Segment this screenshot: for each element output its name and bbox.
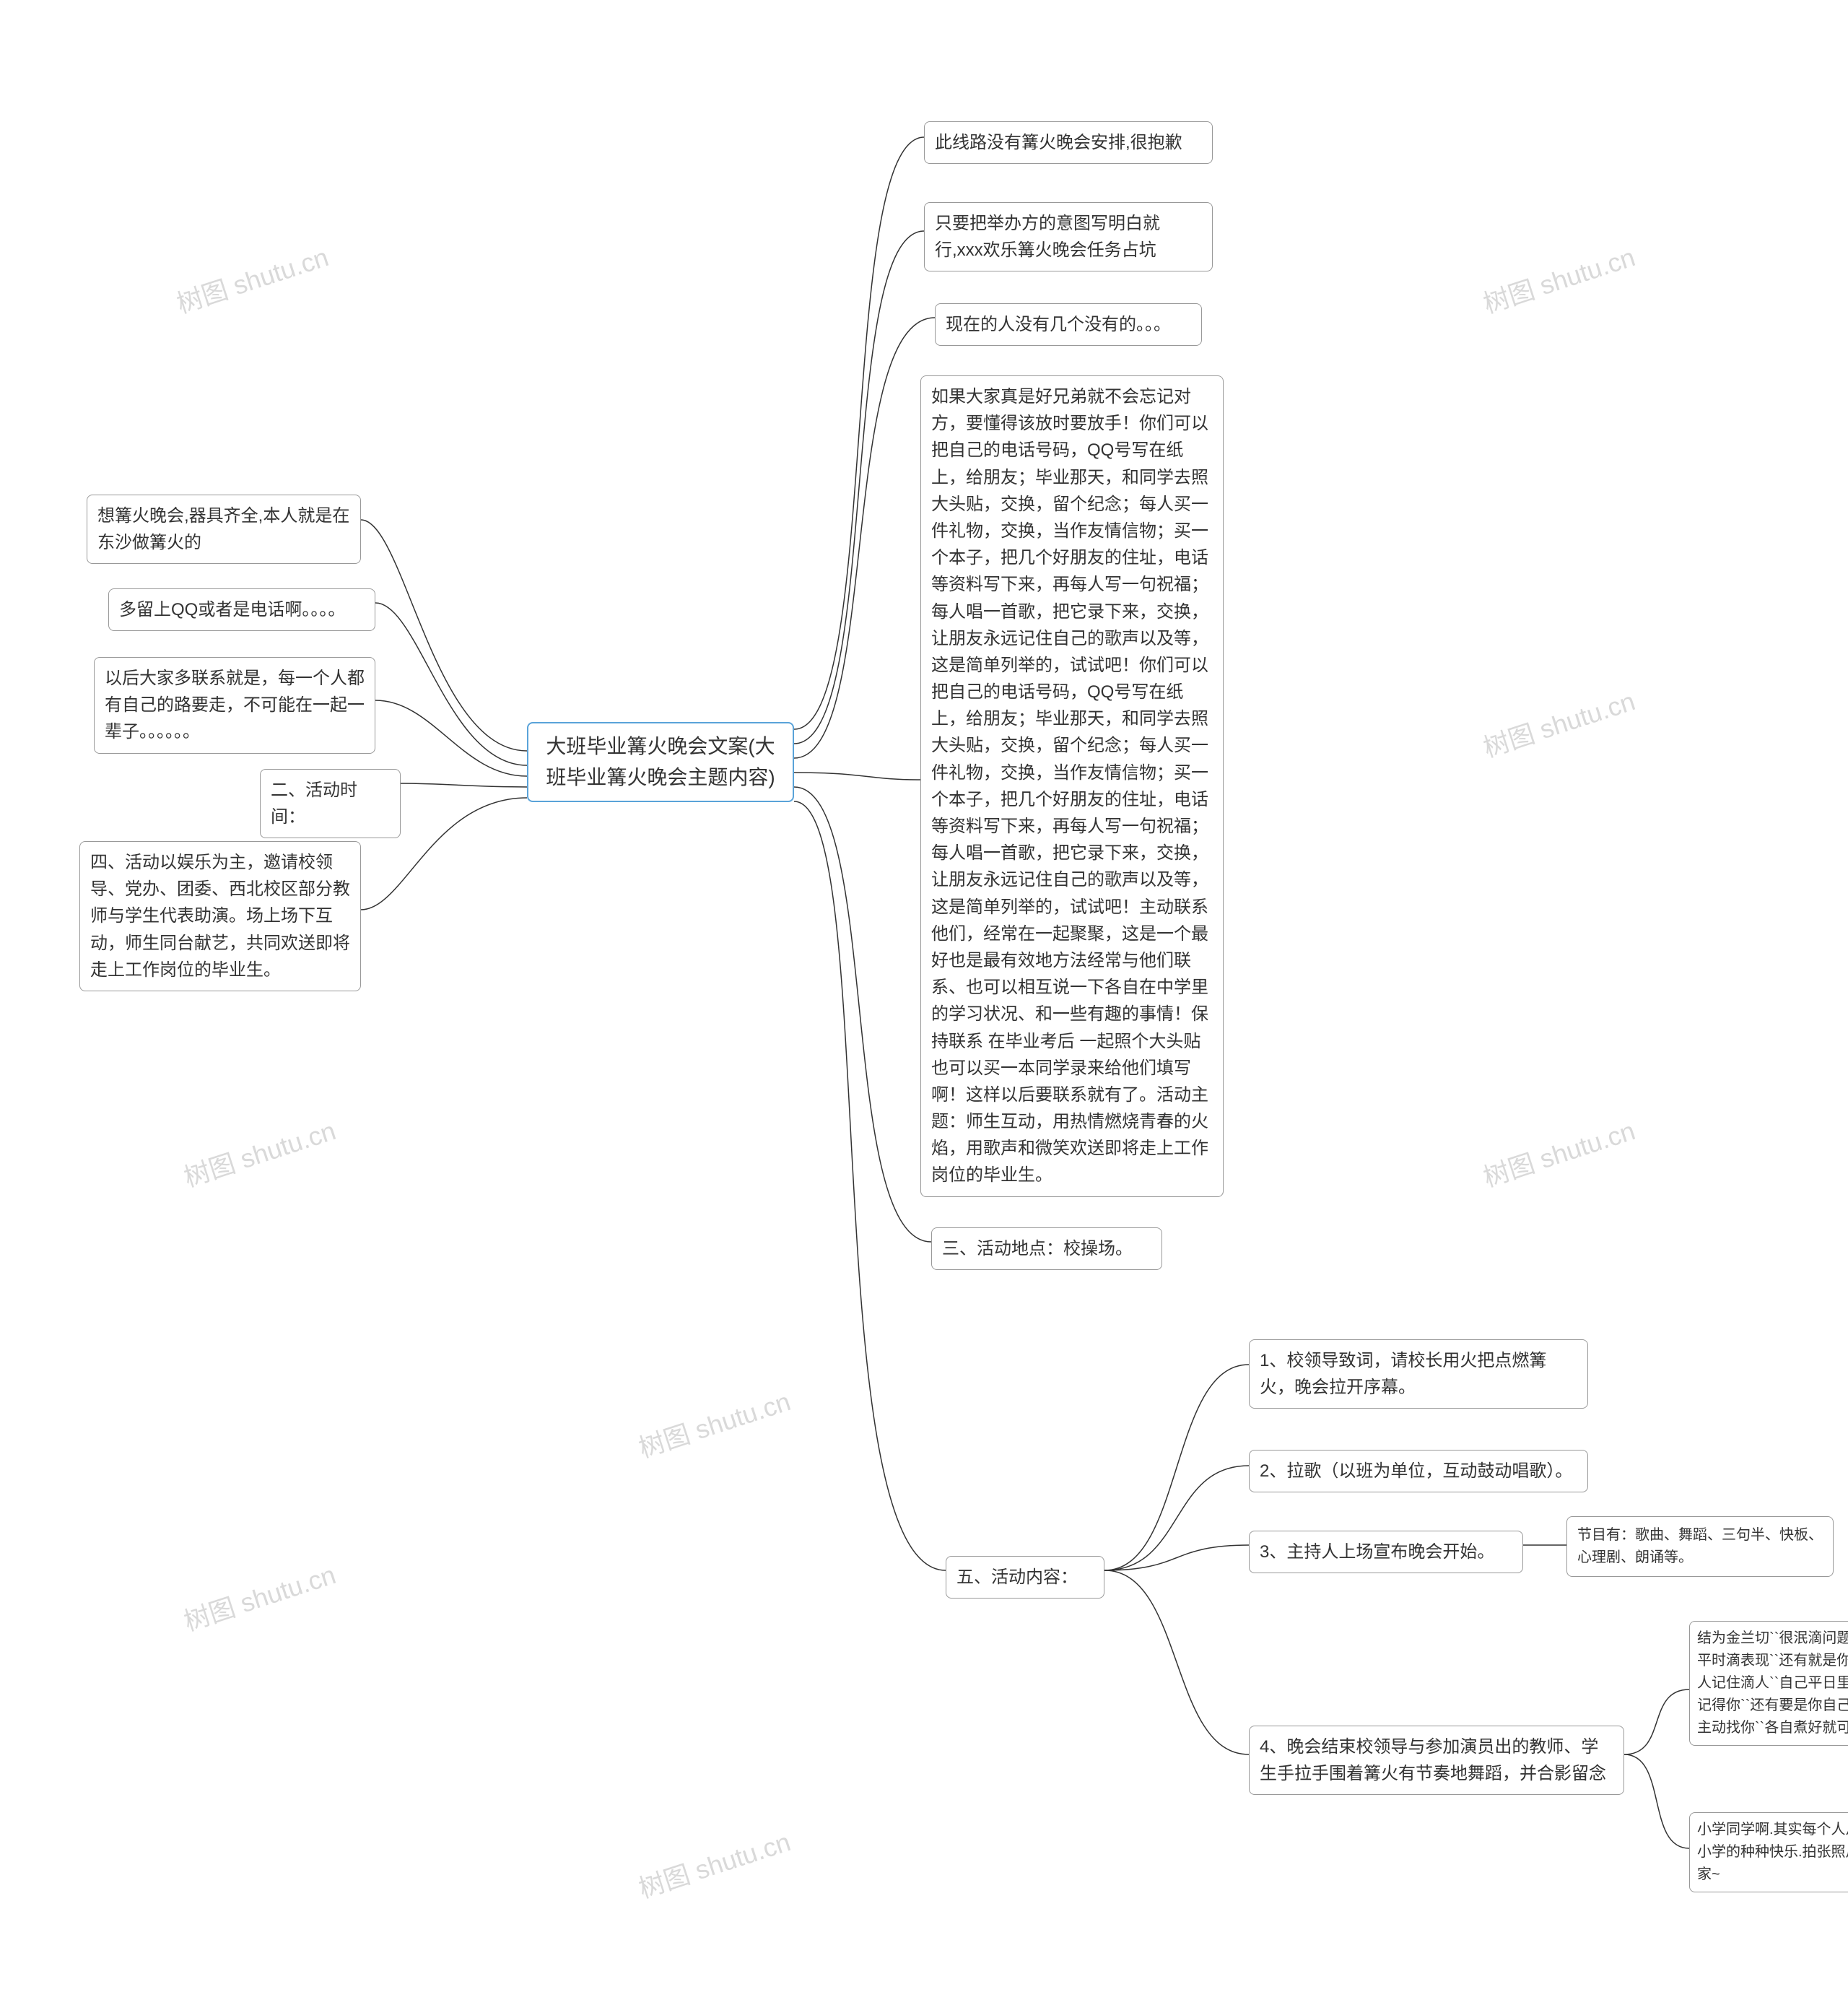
right-node-3: 现在的人没有几个没有的。。。: [935, 303, 1202, 346]
sec5-child-1: 1、校领导致词，请校长用火把点燃篝火，晚会拉开序幕。: [1249, 1339, 1588, 1409]
left-node-4: 二、活动时间：: [260, 769, 401, 838]
left-node-3: 以后大家多联系就是，每一个人都有自己的路要走，不可能在一起一辈子。。。。。。: [94, 657, 375, 754]
sec5-4-child-1: 结为金兰切``很泯滴问题``想让人记住你要看你平时滴表现``还有就是你天生是否就…: [1689, 1621, 1848, 1746]
sec5-4-child-2: 小学同学啊.其实每个人从小学到初中就会忘记小学的种种快乐.拍张照片，多印几份，发…: [1689, 1812, 1848, 1892]
watermark: 树图 shutu.cn: [633, 1381, 794, 1466]
left-node-2: 多留上QQ或者是电话啊。。。。: [108, 588, 375, 631]
right-node-1: 此线路没有篝火晚会安排,很抱歉: [924, 121, 1213, 164]
watermark: 树图 shutu.cn: [171, 237, 332, 321]
right-node-location: 三、活动地点：校操场。: [931, 1227, 1162, 1270]
mindmap-root: 大班毕业篝火晚会文案(大班毕业篝火晚会主题内容): [527, 722, 794, 802]
left-node-5: 四、活动以娱乐为主，邀请校领导、党办、团委、西北校区部分教师与学生代表助演。场上…: [79, 841, 361, 991]
sec5-child-3: 3、主持人上场宣布晚会开始。: [1249, 1531, 1523, 1573]
watermark: 树图 shutu.cn: [178, 1110, 339, 1195]
right-node-2: 只要把举办方的意图写明白就行,xxx欢乐篝火晚会任务占坑: [924, 202, 1213, 271]
left-node-1: 想篝火晚会,器具齐全,本人就是在东沙做篝火的: [87, 495, 361, 564]
sec5-child-2: 2、拉歌（以班为单位，互动鼓动唱歌）。: [1249, 1450, 1588, 1492]
sec5-child-4: 4、晚会结束校领导与参加演员出的教师、学生手拉手围着篝火有节奏地舞蹈，并合影留念: [1249, 1726, 1624, 1795]
mindmap-canvas: 大班毕业篝火晚会文案(大班毕业篝火晚会主题内容) 想篝火晚会,器具齐全,本人就是…: [0, 0, 1848, 2005]
sec5-3-program-list: 节目有：歌曲、舞蹈、三句半、快板、心理剧、朗诵等。: [1566, 1516, 1834, 1577]
watermark: 树图 shutu.cn: [1478, 1110, 1639, 1195]
right-node-section5: 五、活动内容：: [946, 1556, 1104, 1599]
right-node-longtext: 如果大家真是好兄弟就不会忘记对方，要懂得该放时要放手！你们可以把自己的电话号码，…: [920, 375, 1224, 1197]
watermark: 树图 shutu.cn: [1478, 681, 1639, 765]
watermark: 树图 shutu.cn: [178, 1554, 339, 1639]
watermark: 树图 shutu.cn: [633, 1822, 794, 1906]
watermark: 树图 shutu.cn: [1478, 237, 1639, 321]
